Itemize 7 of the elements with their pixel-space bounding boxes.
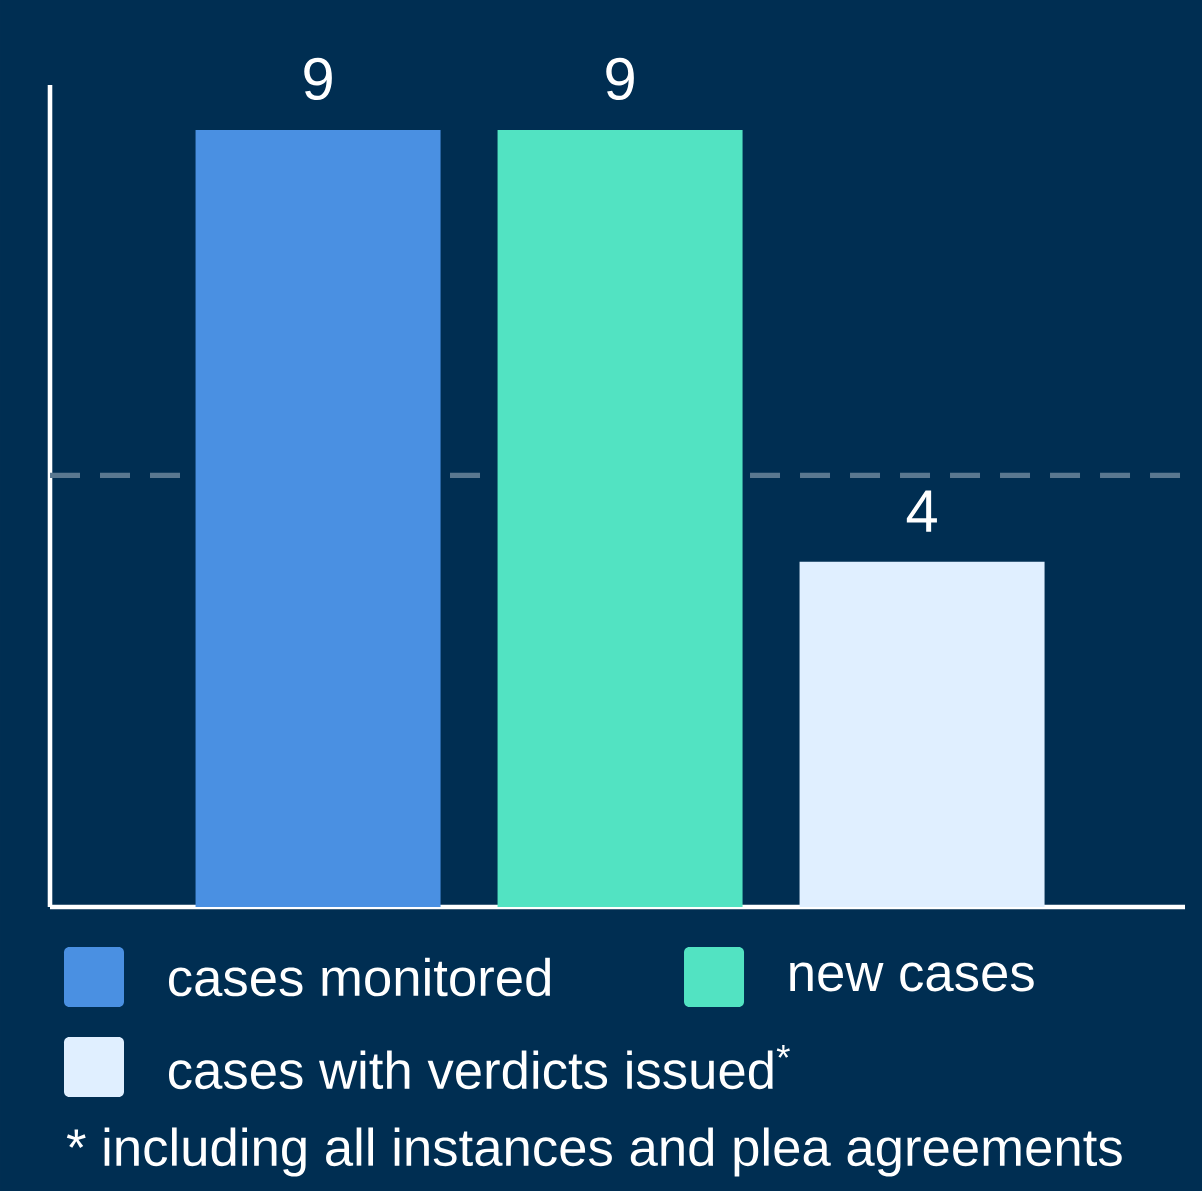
legend-label: cases with verdicts issued$^{*}$	[168, 1044, 790, 1090]
legend-label: new cases	[790, 962, 1034, 992]
data-label: 9	[304, 57, 332, 101]
data-label: 9	[606, 57, 634, 101]
data-label: 4	[906, 490, 937, 532]
legend-label: cases monitored	[168, 957, 550, 997]
text: * including all instances and plea agreements	[66, 1127, 1122, 1177]
